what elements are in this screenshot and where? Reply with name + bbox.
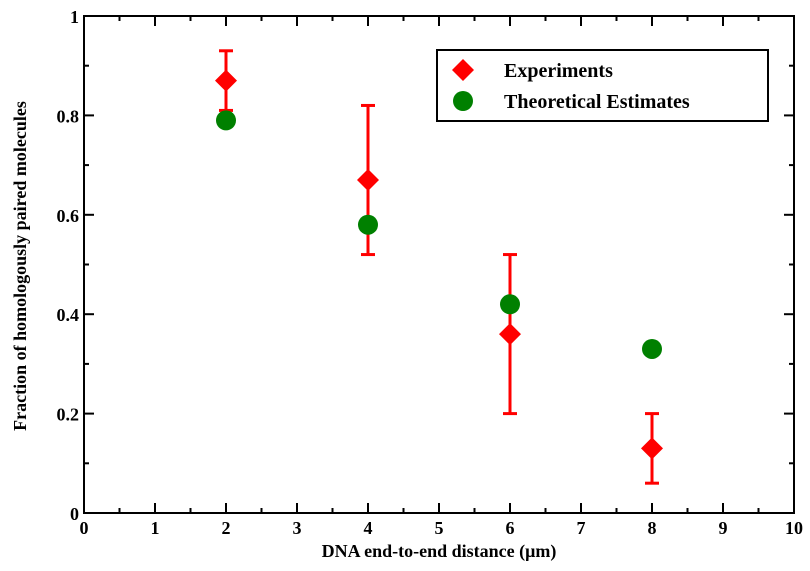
legend-label-theoretical: Theoretical Estimates bbox=[504, 91, 690, 113]
theoretical-point bbox=[642, 338, 662, 359]
y-tick-label: 0.8 bbox=[57, 106, 80, 126]
legend-marker-theoretical bbox=[453, 91, 473, 111]
legend-box bbox=[436, 49, 769, 122]
y-axis-label: Fraction of homologously paired molecule… bbox=[10, 101, 30, 431]
y-tick-label: 0.4 bbox=[57, 305, 80, 325]
y-tick-labels: 0 0.2 0.4 0.6 0.8 1 bbox=[57, 7, 80, 524]
experiment-point bbox=[499, 323, 521, 346]
x-tick-label: 8 bbox=[648, 518, 657, 538]
axis-ticks bbox=[83, 15, 795, 514]
theoretical-point bbox=[216, 110, 236, 131]
x-tick-label: 5 bbox=[435, 518, 444, 538]
legend-label-experiments: Experiments bbox=[504, 60, 613, 82]
x-tick-label: 4 bbox=[364, 518, 373, 538]
y-tick-label: 1 bbox=[70, 7, 79, 27]
x-tick-label: 10 bbox=[785, 518, 803, 538]
x-axis-label: DNA end-to-end distance (μm) bbox=[322, 541, 557, 562]
y-tick-label: 0 bbox=[70, 504, 79, 524]
x-tick-label: 9 bbox=[719, 518, 728, 538]
experiment-point bbox=[215, 69, 237, 92]
experiment-point bbox=[357, 169, 379, 192]
x-tick-label: 1 bbox=[151, 518, 160, 538]
theoretical-point bbox=[500, 294, 520, 315]
y-tick-label: 0.2 bbox=[57, 405, 80, 425]
y-tick-label: 0.6 bbox=[57, 206, 80, 226]
x-tick-label: 7 bbox=[577, 518, 586, 538]
legend: Experiments Theoretical Estimates bbox=[436, 49, 769, 122]
x-tick-label: 2 bbox=[222, 518, 231, 538]
legend-marker-experiments bbox=[452, 59, 474, 81]
data-markers bbox=[215, 69, 663, 460]
x-tick-labels: 0 1 2 3 4 5 6 7 8 9 10 bbox=[80, 518, 804, 538]
x-tick-label: 0 bbox=[80, 518, 89, 538]
experiment-point bbox=[641, 437, 663, 460]
x-tick-label: 3 bbox=[293, 518, 302, 538]
x-tick-label: 6 bbox=[506, 518, 515, 538]
theoretical-point bbox=[358, 214, 378, 235]
